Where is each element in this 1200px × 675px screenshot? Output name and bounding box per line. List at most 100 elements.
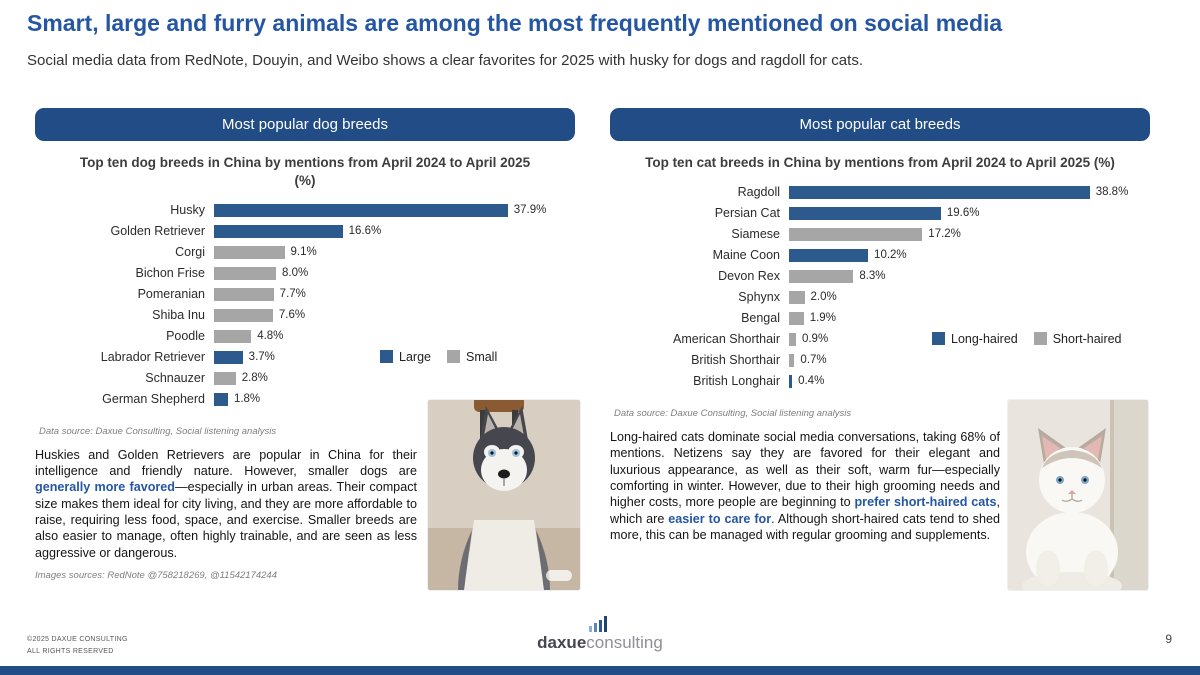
bar-row: Ragdoll 38.8% [610, 182, 1150, 203]
bar-category-label: Corgi [175, 245, 205, 260]
bar-category-label: British Longhair [693, 374, 780, 389]
bar-row: Bichon Frise 8.0% [35, 263, 575, 284]
page-subtitle: Social media data from RedNote, Douyin, … [27, 52, 863, 69]
bar [214, 224, 343, 238]
bar-value-label: 0.9% [801, 333, 829, 346]
dog-chart-title: Top ten dog breeds in China by mentions … [79, 155, 531, 188]
bar-category-label: Persian Cat [714, 206, 780, 221]
bar-value-label: 2.8% [241, 372, 268, 385]
bar [789, 185, 1090, 199]
bar-row: Shiba Inu 7.6% [35, 305, 575, 326]
husky-illustration [428, 400, 580, 590]
legend-swatch [1033, 332, 1047, 346]
bar-row: Sphynx 2.0% [610, 287, 1150, 308]
bar-row: Corgi 9.1% [35, 242, 575, 263]
bar-category-label: Golden Retriever [110, 224, 206, 239]
body-text: , which are [610, 495, 1000, 526]
copyright-line-1: ©2025 DAXUE CONSULTING [27, 636, 128, 643]
bar-track: 0.7% [789, 353, 1099, 367]
bar-value-label: 0.7% [800, 354, 827, 367]
bar-row: German Shepherd 1.8% [35, 389, 575, 410]
legend-swatch [446, 350, 460, 364]
bar-chart-logo-icon [589, 616, 607, 632]
bar-track: 16.6% [214, 224, 524, 238]
bar-track: 19.6% [789, 206, 1099, 220]
bar [789, 290, 805, 304]
bar-row: Maine Coon 10.2% [610, 245, 1150, 266]
bar-value-label: 4.8% [257, 330, 284, 343]
bar-value-label: 7.7% [279, 288, 306, 301]
bar [214, 308, 273, 322]
dog-images-source: Images sources: RedNote @758218269, @115… [35, 570, 277, 582]
bar [214, 287, 274, 301]
bar-row: Siamese 17.2% [610, 224, 1150, 245]
highlight-text: prefer short-haired cats [854, 495, 997, 510]
legend-item: Short-haired [1033, 332, 1122, 346]
bar-category-label: Bengal [741, 311, 780, 326]
bar [214, 266, 276, 280]
bar-row: Golden Retriever 16.6% [35, 221, 575, 242]
bar-track: 9.1% [214, 245, 524, 259]
bar [789, 248, 869, 262]
bar-category-label: American Shorthair [673, 332, 780, 347]
bar-row: Schnauzer 2.8% [35, 368, 575, 389]
bar-category-label: Labrador Retriever [100, 350, 205, 365]
highlight-text: generally more favored [35, 480, 175, 495]
bar-track: 8.3% [789, 269, 1099, 283]
logo-text-daxue: daxue [537, 633, 587, 652]
copyright-line-2: ALL RIGHTS RESERVED [27, 647, 114, 655]
bar-value-label: 19.6% [946, 207, 980, 220]
cat-paragraph: Long-haired cats dominate social media c… [610, 429, 1000, 544]
bar-value-label: 1.8% [233, 393, 261, 406]
bar [789, 269, 854, 283]
bar-value-label: 17.2% [928, 228, 961, 241]
legend-swatch [380, 350, 393, 364]
bar [214, 245, 285, 259]
bar-category-label: British Shorthair [691, 353, 780, 368]
body-text: Huskies and Golden Retrievers are popula… [35, 447, 417, 478]
bar-category-label: Shiba Inu [152, 308, 205, 323]
bar [214, 203, 508, 217]
bar-category-label: Husky [170, 203, 205, 218]
bar-category-label: Sphynx [738, 290, 780, 305]
chart-legend: Long-haired Short-haired [932, 332, 1122, 346]
dog-section-banner: Most popular dog breeds [35, 108, 575, 141]
cat-section: Most popular cat breeds Top ten cat bree… [610, 108, 1150, 590]
bar-category-label: Ragdoll [737, 185, 780, 200]
bar [789, 353, 795, 367]
bar-row: Poodle 4.8% [35, 326, 575, 347]
logo-text-consulting: consulting [586, 633, 663, 652]
bar [214, 329, 252, 343]
bar-track: 37.9% [214, 203, 546, 217]
highlight-text: easier to care for [668, 511, 772, 526]
bar-track: 10.2% [789, 248, 1099, 262]
legend-item: Long-haired [932, 332, 1018, 346]
bar-value-label: 1.9% [809, 312, 836, 325]
legend-swatch [932, 332, 945, 346]
bar-category-label: Siamese [731, 227, 780, 242]
bar-row: American Shorthair 0.9% [610, 329, 1150, 350]
bar-value-label: 37.9% [513, 204, 547, 217]
ragdoll-photo [1008, 400, 1148, 590]
bar-value-label: 2.0% [810, 291, 837, 304]
bar-row: Devon Rex 8.3% [610, 266, 1150, 287]
ragdoll-illustration [1008, 400, 1148, 590]
bar-track: 2.0% [789, 290, 1099, 304]
page-title: Smart, large and furry animals are among… [27, 10, 1003, 36]
bar [214, 371, 236, 385]
dog-section: Most popular dog breeds Top ten dog bree… [35, 108, 580, 590]
bar-track: 0.4% [789, 374, 1099, 388]
bar-row: Pomeranian 7.7% [35, 284, 575, 305]
bar-track: 3.7% [214, 350, 524, 364]
bar-row: Bengal 1.9% [610, 308, 1150, 329]
cat-data-source: Data source: Daxue Consulting, Social li… [614, 407, 852, 419]
legend-label: Large [399, 349, 431, 364]
bar-row: British Longhair 0.4% [610, 371, 1150, 392]
logo-wordmark: daxueconsulting [537, 633, 663, 653]
dog-bar-chart: Husky 37.9% Golden Retriever 16.6% Corgi 9.1%… [35, 200, 575, 410]
page-number: 9 [1165, 632, 1172, 646]
bar-category-label: Schnauzer [145, 371, 205, 386]
bar [789, 206, 941, 220]
bar-value-label: 8.3% [859, 270, 886, 283]
